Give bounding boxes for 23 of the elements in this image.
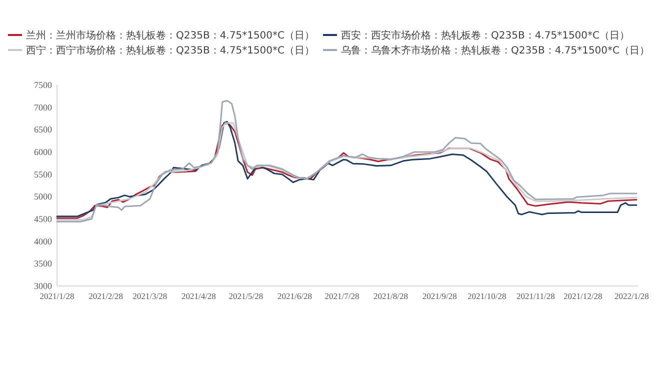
y-tick-label: 6500	[34, 124, 52, 135]
y-tick-label: 3500	[34, 258, 52, 269]
x-tick-label: 2021/5/28	[228, 291, 264, 301]
x-tick-label: 2021/1/28	[40, 291, 74, 301]
x-tick-label: 2021/2/28	[88, 291, 124, 301]
y-tick-label: 5500	[34, 169, 52, 180]
y-tick-label: 7000	[34, 102, 52, 112]
x-tick-label: 2021/3/28	[132, 291, 168, 301]
x-tick-label: 2021/8/28	[374, 291, 408, 301]
x-tick-label: 2021/7/28	[324, 291, 360, 301]
x-tick-label: 2022/1/28	[614, 291, 649, 301]
x-tick-label: 2021/11/28	[516, 291, 555, 301]
x-tick-label: 2021/6/28	[278, 291, 312, 301]
y-tick-label: 6000	[34, 147, 52, 157]
y-tick-label: 5000	[34, 192, 52, 202]
y-tick-label: 7500	[34, 80, 52, 90]
x-tick-label: 2021/9/28	[422, 291, 457, 301]
x-tick-label: 2021/4/28	[181, 291, 216, 301]
y-tick-label: 4000	[34, 236, 52, 246]
x-tick-label: 2021/10/28	[467, 291, 506, 301]
y-tick-label: 3000	[34, 281, 52, 291]
y-tick-label: 4500	[34, 214, 52, 224]
x-tick-label: 2021/12/28	[564, 291, 602, 301]
